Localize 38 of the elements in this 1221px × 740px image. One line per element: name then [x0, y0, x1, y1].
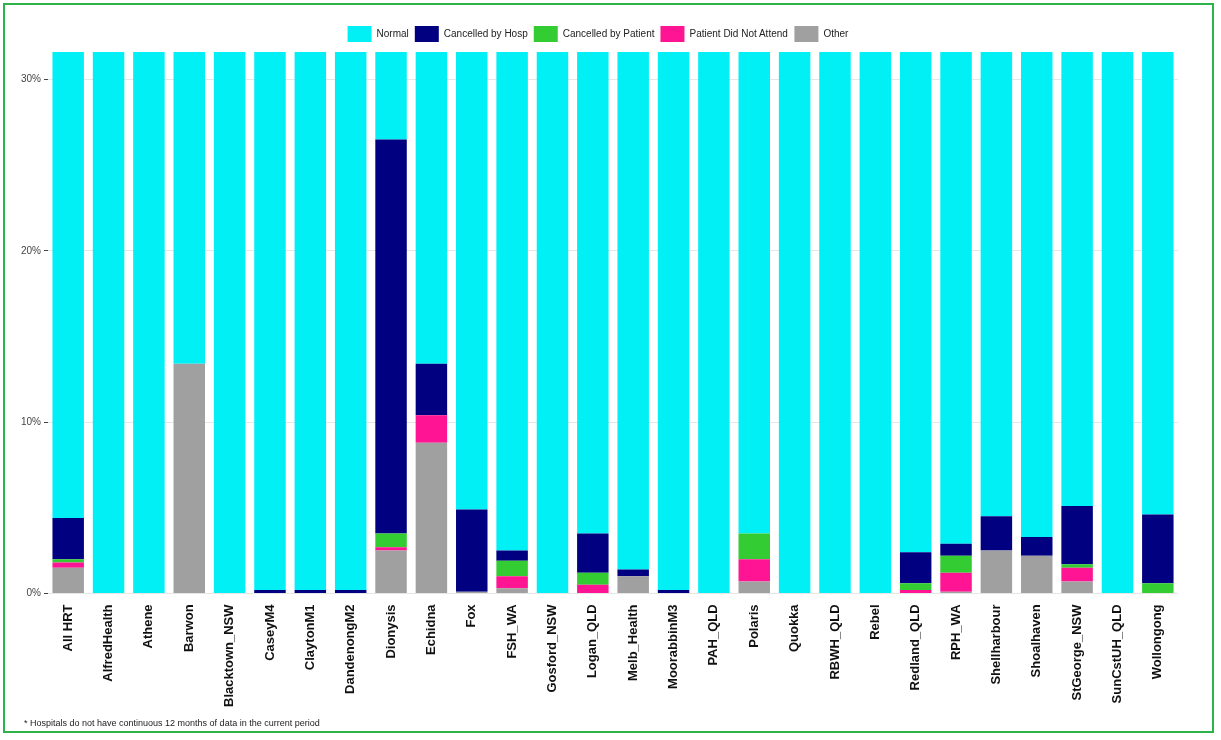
legend-label: Normal — [376, 27, 409, 39]
x-tick-label: Shellharbour — [987, 604, 1003, 685]
x-tick-label: PAH_QLD — [705, 604, 721, 666]
x-tick-label: AlfredHealth — [100, 604, 116, 682]
y-tick-label: 30% — [21, 73, 42, 85]
x-tick-label: Fox — [463, 603, 479, 628]
x-tick-label: SunCstUH_QLD — [1109, 604, 1125, 704]
x-tick-label: Polaris — [745, 604, 761, 648]
y-tick-label: 0% — [26, 587, 42, 599]
x-tick-label: Dionysis — [382, 604, 398, 659]
x-tick-label: Rebel — [866, 604, 882, 640]
x-tick-label: StGeorge_NSW — [1068, 603, 1084, 701]
x-tick-label: Gosford_NSW — [544, 603, 560, 693]
x-tick-label: Blacktown_NSW — [221, 603, 237, 708]
legend-label: Cancelled by Hosp — [443, 27, 529, 39]
x-tick-label: Echidna — [422, 603, 438, 656]
legend-label: Other — [823, 27, 850, 39]
x-tick-label: All HRT — [59, 604, 75, 652]
x-tick-label: MoorabbinM3 — [665, 604, 681, 689]
x-tick-label: Wollongong — [1149, 604, 1165, 680]
x-tick-label: Logan_QLD — [584, 604, 600, 679]
x-tick-label: RBWH_QLD — [826, 604, 842, 680]
y-tick-label: 10% — [21, 415, 42, 427]
x-tick-label: Redland_QLD — [907, 604, 923, 691]
x-tick-label: Quokka — [786, 603, 802, 653]
x-tick-label: CaseyM4 — [261, 603, 277, 661]
legend-label: Patient Did Not Attend — [689, 27, 788, 39]
x-tick-label: DandenongM2 — [342, 604, 358, 694]
x-tick-label: RPH_WA — [947, 603, 963, 661]
legend-label: Cancelled by Patient — [562, 27, 655, 39]
y-tick-label: 20% — [21, 244, 42, 256]
x-tick-label: ClaytonM1 — [301, 604, 317, 671]
x-tick-label: Shoalhaven — [1028, 604, 1044, 678]
x-tick-label: Melb_Health — [624, 604, 640, 682]
text: * Hospitals do not have continuous 12 months of data in the current period — [24, 718, 320, 728]
x-tick-label: FSH_WA — [503, 603, 519, 659]
x-tick-label: Athene — [140, 604, 156, 649]
x-tick-label: Barwon — [180, 604, 196, 653]
